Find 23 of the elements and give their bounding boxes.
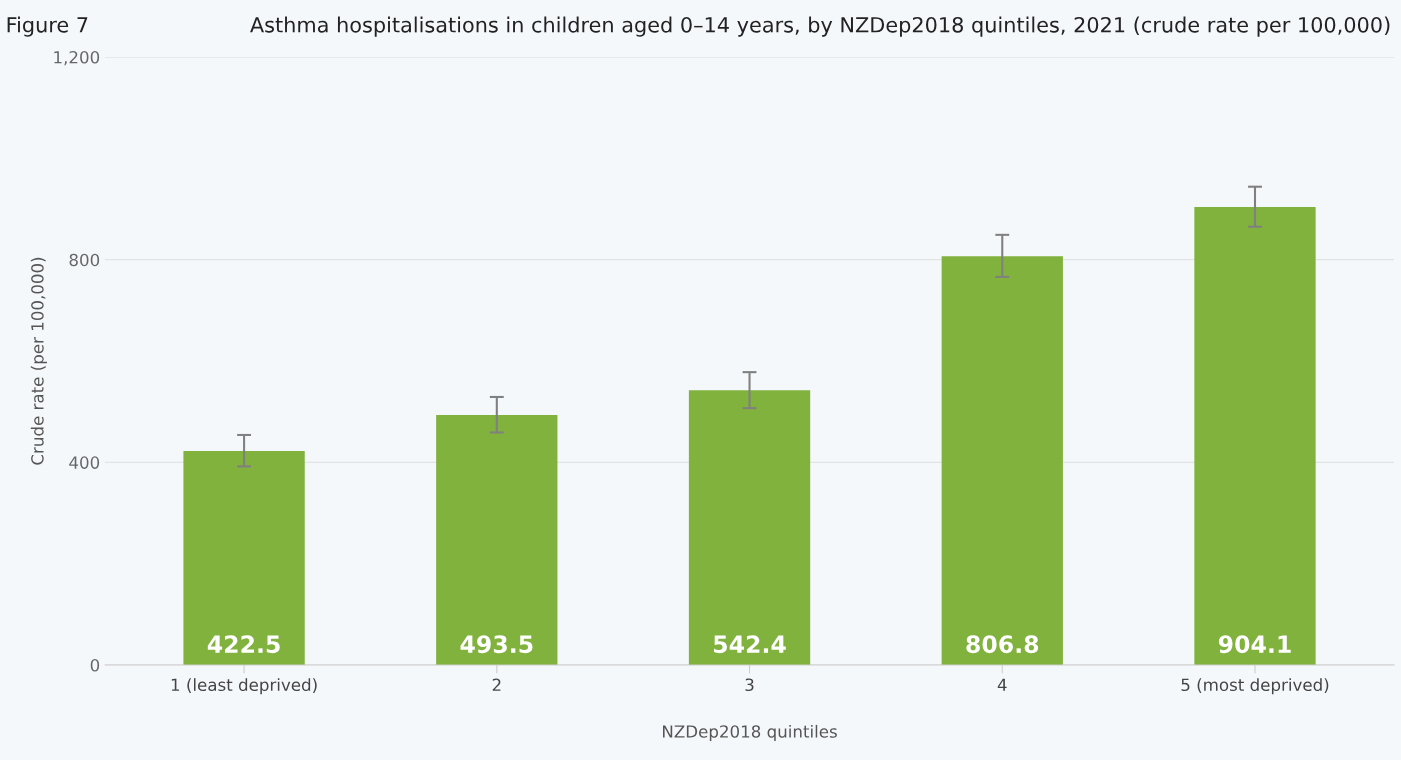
y-tick-label: 800 bbox=[69, 253, 100, 267]
bar bbox=[436, 414, 558, 665]
y-tick-label: 1,200 bbox=[54, 50, 100, 66]
x-tick-label: 3 bbox=[745, 678, 754, 692]
x-tick-label: 1 (least deprived) bbox=[171, 678, 317, 695]
x-axis-title: NZDep2018 quintiles bbox=[663, 724, 837, 742]
data-label: 806.8 bbox=[966, 635, 1039, 654]
bar bbox=[941, 256, 1063, 665]
x-tick-label: 2 bbox=[492, 678, 501, 691]
chart-title: Asthma hospitalisations in children aged 0–14 years, by NZDep2018 quintiles, 2021 (crude rate per 100,000) bbox=[250, 16, 1390, 37]
caption: Figure 7 bbox=[7, 16, 88, 37]
data-label: 542.4 bbox=[714, 635, 786, 654]
data-label: 493.5 bbox=[460, 635, 533, 654]
x-tick-label: 5 (most deprived) bbox=[1181, 678, 1329, 695]
bar bbox=[1194, 206, 1316, 665]
y-tick-label: 400 bbox=[69, 456, 100, 469]
data-label: 904.1 bbox=[1218, 635, 1291, 654]
data-label: 422.5 bbox=[207, 635, 280, 654]
y-tick-label: 0 bbox=[90, 658, 100, 672]
bar bbox=[688, 390, 811, 665]
x-tick-label: 4 bbox=[997, 678, 1007, 691]
bar bbox=[183, 450, 305, 665]
y-axis-title: Crude rate (per 100,000) bbox=[30, 257, 47, 465]
